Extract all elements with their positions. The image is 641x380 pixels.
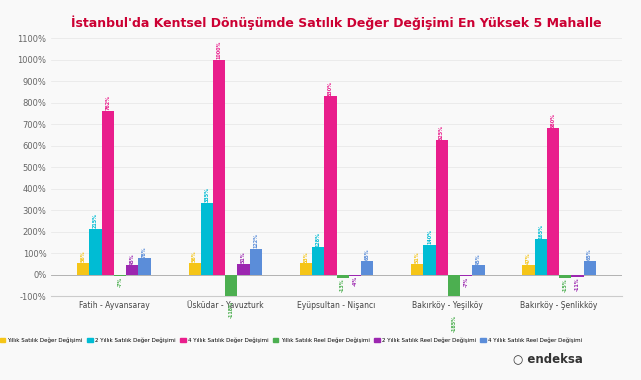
Bar — [337, 275, 349, 278]
Bar — [411, 264, 423, 275]
Bar — [77, 263, 90, 275]
Bar — [472, 265, 485, 275]
Bar — [361, 261, 373, 275]
Bar — [213, 60, 225, 275]
Bar — [547, 128, 559, 275]
Text: -7%: -7% — [117, 277, 122, 287]
Bar — [583, 261, 596, 275]
Title: İstanbul'da Kentsel Dönüşümde Satılık Değer Değişimi En Yüksek 5 Mahalle: İstanbul'da Kentsel Dönüşümde Satılık De… — [71, 15, 602, 30]
Text: 45%: 45% — [476, 253, 481, 265]
Text: 680%: 680% — [551, 113, 556, 128]
Text: 45%: 45% — [129, 253, 135, 265]
Bar — [250, 249, 262, 275]
Bar — [188, 263, 201, 275]
Bar — [312, 247, 324, 275]
Text: -11%: -11% — [575, 278, 580, 291]
Text: 56%: 56% — [192, 251, 197, 262]
Bar — [535, 239, 547, 275]
Bar — [201, 203, 213, 275]
Bar — [90, 228, 102, 275]
Text: 762%: 762% — [105, 95, 110, 110]
Text: -185%: -185% — [451, 315, 456, 332]
Bar — [349, 275, 361, 276]
Text: 47%: 47% — [526, 253, 531, 264]
Bar — [460, 275, 472, 276]
Text: 53%: 53% — [303, 252, 308, 263]
Text: -15%: -15% — [563, 279, 568, 292]
Text: -4%: -4% — [353, 276, 358, 287]
Text: 128%: 128% — [315, 232, 320, 247]
Bar — [436, 140, 448, 275]
Bar — [571, 275, 583, 277]
Bar — [559, 275, 571, 278]
Bar — [522, 265, 535, 275]
Bar — [324, 96, 337, 275]
Bar — [138, 258, 151, 275]
Bar — [300, 263, 312, 275]
Text: 51%: 51% — [241, 252, 246, 263]
Text: 215%: 215% — [93, 213, 98, 228]
Text: ○ endeksa: ○ endeksa — [513, 352, 583, 365]
Text: -118%: -118% — [229, 301, 234, 318]
Text: 335%: 335% — [204, 187, 210, 202]
Bar — [448, 275, 460, 315]
Text: 65%: 65% — [587, 249, 592, 260]
Bar — [114, 275, 126, 276]
Bar — [237, 264, 250, 275]
Bar — [126, 265, 138, 275]
Text: 1000%: 1000% — [217, 41, 222, 59]
Bar — [225, 275, 237, 300]
Text: -13%: -13% — [340, 278, 345, 292]
Text: 830%: 830% — [328, 81, 333, 96]
Text: 122%: 122% — [253, 233, 258, 248]
Text: 51%: 51% — [415, 252, 420, 263]
Text: 140%: 140% — [427, 229, 432, 244]
Text: 65%: 65% — [365, 249, 370, 260]
Text: -7%: -7% — [463, 277, 469, 287]
Bar — [102, 111, 114, 275]
Text: 625%: 625% — [439, 125, 444, 140]
Legend: Yıllık Satılık Değer Değişimi, 2 Yıllık Satılık Değer Değişimi, 4 Yıllık Satılık: Yıllık Satılık Değer Değişimi, 2 Yıllık … — [0, 336, 585, 345]
Text: 78%: 78% — [142, 246, 147, 258]
Bar — [423, 245, 436, 275]
Text: 165%: 165% — [538, 224, 544, 239]
Text: 56%: 56% — [81, 251, 86, 262]
